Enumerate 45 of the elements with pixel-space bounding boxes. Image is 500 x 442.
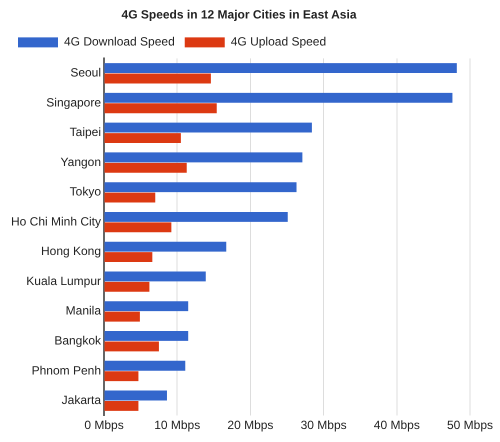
x-tick-label: 50 Mbps — [446, 418, 494, 432]
bar — [104, 222, 172, 232]
bar — [104, 301, 188, 312]
bar — [104, 182, 297, 192]
y-tick-label: Phnom Penh — [32, 363, 102, 378]
bar — [104, 390, 167, 400]
y-tick-label: Seoul — [70, 66, 102, 80]
y-tick-label: Jakarta — [62, 393, 102, 408]
bar — [104, 341, 159, 352]
x-tick-label: 10 Mbps — [154, 418, 200, 432]
bar — [104, 312, 140, 322]
y-tick-label: Tokyo — [70, 184, 102, 199]
bar — [104, 92, 452, 103]
y-tick-label: Yangon — [60, 154, 102, 169]
x-tick-label: 30 Mbps — [300, 418, 347, 432]
bar — [104, 271, 206, 282]
bar — [104, 400, 138, 411]
y-tick-label: Hong Kong — [40, 244, 102, 258]
x-tick-label: 20 Mbps — [227, 418, 274, 432]
bar — [104, 152, 302, 162]
x-tick-label: 0 Mbps — [84, 418, 124, 432]
bar — [104, 133, 181, 143]
y-tick-label: Bangkok — [54, 333, 102, 348]
y-tick-label: Manila — [66, 304, 102, 318]
bar — [104, 122, 312, 133]
legend-label: 4G Download Speed — [64, 34, 175, 49]
bar — [104, 242, 226, 252]
y-tick-label: Singapore — [46, 95, 102, 110]
bar — [104, 331, 188, 341]
bar — [104, 103, 217, 114]
y-tick-label: Kuala Lumpur — [26, 274, 102, 288]
bar — [104, 74, 211, 84]
bar — [104, 192, 156, 203]
bar — [104, 252, 152, 262]
x-tick-label: 40 Mbps — [374, 418, 420, 432]
bar — [104, 162, 187, 173]
bar — [104, 371, 138, 382]
bar — [104, 282, 150, 292]
y-tick-label: Ho Chi Minh City — [10, 214, 102, 228]
bar — [104, 360, 186, 371]
chart-title: 4G Speeds in 12 Major Cities in East Asia — [122, 8, 357, 22]
bar — [104, 63, 457, 74]
y-tick-label: Taipei — [70, 125, 102, 140]
bar — [104, 212, 288, 222]
legend-label: 4G Upload Speed — [230, 34, 326, 49]
